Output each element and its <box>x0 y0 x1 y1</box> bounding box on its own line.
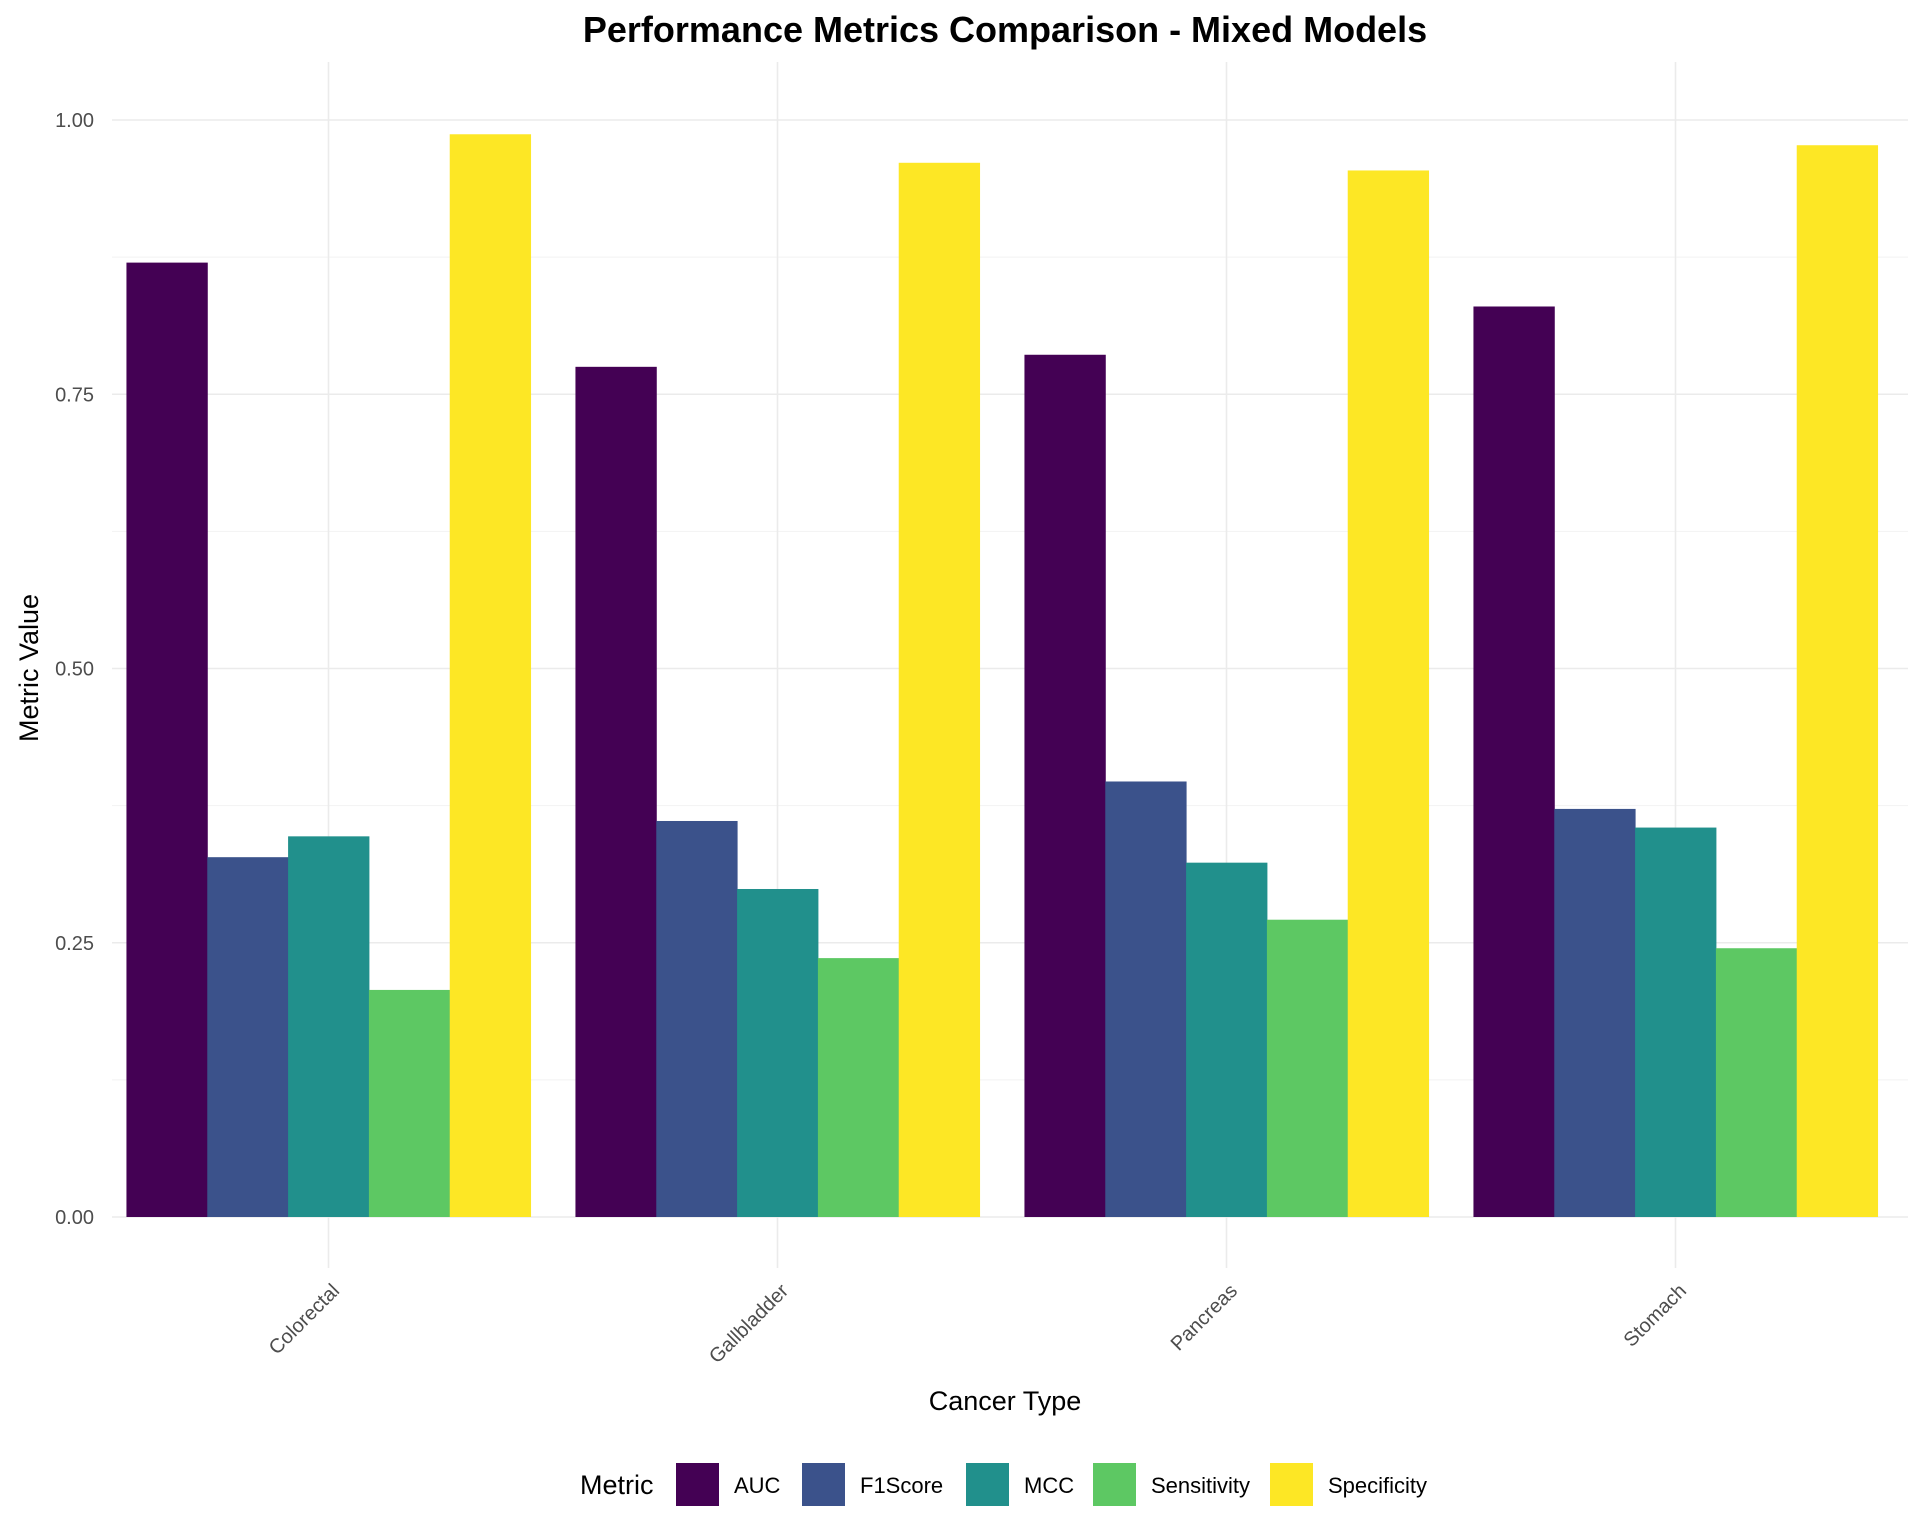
bar-auc-colorectal <box>126 262 208 1217</box>
bar-f1score-colorectal <box>207 857 289 1217</box>
y-tick-label: 1.00 <box>55 110 94 132</box>
bar-sensitivity-gallbladder <box>817 958 900 1217</box>
bar-f1score-stomach <box>1554 808 1636 1217</box>
bar-mcc-pancreas <box>1186 862 1268 1217</box>
y-tick-label: 0.25 <box>55 933 94 955</box>
legend-key-f1score <box>802 1463 845 1506</box>
bar-mcc-colorectal <box>288 836 370 1217</box>
bar-f1score-gallbladder <box>656 820 738 1217</box>
legend-key-mcc <box>966 1463 1009 1506</box>
bar-mcc-gallbladder <box>737 888 819 1217</box>
legend-label: F1Score <box>860 1473 943 1498</box>
x-tick-label: Stomach <box>1620 1280 1691 1351</box>
bar-specificity-stomach <box>1796 145 1879 1218</box>
legend-label: Specificity <box>1328 1473 1427 1498</box>
legend-label: AUC <box>734 1473 781 1498</box>
bar-auc-stomach <box>1473 306 1555 1217</box>
x-axis-title: Cancer Type <box>929 1386 1082 1416</box>
bars <box>126 134 1879 1218</box>
x-tick-label: Pancreas <box>1167 1280 1242 1355</box>
legend-key-sensitivity <box>1093 1463 1136 1506</box>
legend-title: Metric <box>580 1470 654 1500</box>
bar-sensitivity-colorectal <box>368 989 451 1217</box>
x-tick-label: Colorectal <box>265 1280 344 1359</box>
bar-specificity-pancreas <box>1347 170 1430 1217</box>
legend-label: Sensitivity <box>1151 1473 1250 1498</box>
chart-title: Performance Metrics Comparison - Mixed M… <box>583 9 1427 50</box>
y-axis: 0.00 0.25 0.50 0.75 1.00 <box>55 110 94 1229</box>
x-axis: Colorectal Gallbladder Pancreas Stomach <box>265 1280 1691 1368</box>
bar-auc-gallbladder <box>575 366 657 1217</box>
legend-key-auc <box>676 1463 719 1506</box>
bar-auc-pancreas <box>1024 354 1106 1217</box>
bar-f1score-pancreas <box>1105 781 1187 1217</box>
x-tick-label: Gallbladder <box>705 1280 793 1368</box>
legend-label: MCC <box>1024 1473 1074 1498</box>
y-axis-title: Metric Value <box>14 594 44 742</box>
bar-specificity-gallbladder <box>898 162 981 1218</box>
bar-sensitivity-pancreas <box>1266 919 1349 1217</box>
bar-mcc-stomach <box>1635 827 1717 1217</box>
y-tick-label: 0.75 <box>55 384 94 406</box>
bar-specificity-colorectal <box>449 134 532 1218</box>
bar-sensitivity-stomach <box>1715 948 1798 1217</box>
legend: Metric AUC F1Score MCC Sensitivity Specifici… <box>580 1463 1427 1506</box>
legend-key-specificity <box>1270 1463 1313 1506</box>
y-tick-label: 0.50 <box>55 659 94 681</box>
y-tick-label: 0.00 <box>55 1207 94 1229</box>
